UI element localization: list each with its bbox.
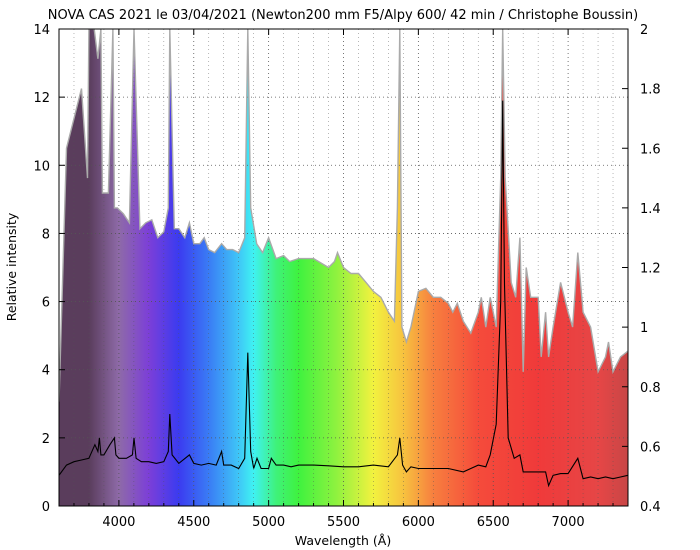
- x-tick-label: 6000: [402, 515, 435, 530]
- y-tick-label: 6: [42, 296, 50, 311]
- y2-tick-label: 1.8: [640, 83, 661, 98]
- y-tick-label: 14: [33, 23, 50, 38]
- y2-tick-label: 1.4: [640, 202, 661, 217]
- y2-tick-label: 1.6: [640, 142, 661, 157]
- plot-area: 4000 4500 5000 5500 6000 6500 7000024681012140…: [33, 23, 660, 530]
- y-tick-label: 4: [42, 364, 50, 379]
- y-tick-label: 10: [33, 159, 50, 174]
- y2-tick-label: 2: [640, 23, 648, 38]
- y2-tick-label: 0.8: [640, 381, 661, 396]
- y2-tick-label: 0.4: [640, 500, 661, 515]
- y-tick-label: 12: [33, 91, 50, 106]
- x-tick-label: 6500: [477, 515, 510, 530]
- series-right-line: [59, 29, 628, 402]
- y-tick-label: 8: [42, 227, 50, 242]
- chart-title: NOVA CAS 2021 le 03/04/2021 (Newton200 m…: [48, 8, 638, 23]
- y2-tick-label: 1: [640, 321, 648, 336]
- series-left-line: [59, 100, 628, 488]
- y2-tick-label: 0.6: [640, 440, 661, 455]
- x-tick-label: 7000: [552, 515, 585, 530]
- x-axis-title: Wavelength (Å): [295, 533, 391, 548]
- y-axis-title: Relative intensity: [4, 212, 19, 321]
- y2-tick-label: 1.2: [640, 262, 661, 277]
- x-tick-label: 4000: [102, 515, 135, 530]
- x-tick-label: 5000: [252, 515, 285, 530]
- y-tick-label: 0: [42, 500, 50, 515]
- plot-clip-group: [59, 29, 628, 506]
- y-tick-label: 2: [42, 432, 50, 447]
- x-tick-label: 5500: [327, 515, 360, 530]
- x-tick-label: 4500: [177, 515, 210, 530]
